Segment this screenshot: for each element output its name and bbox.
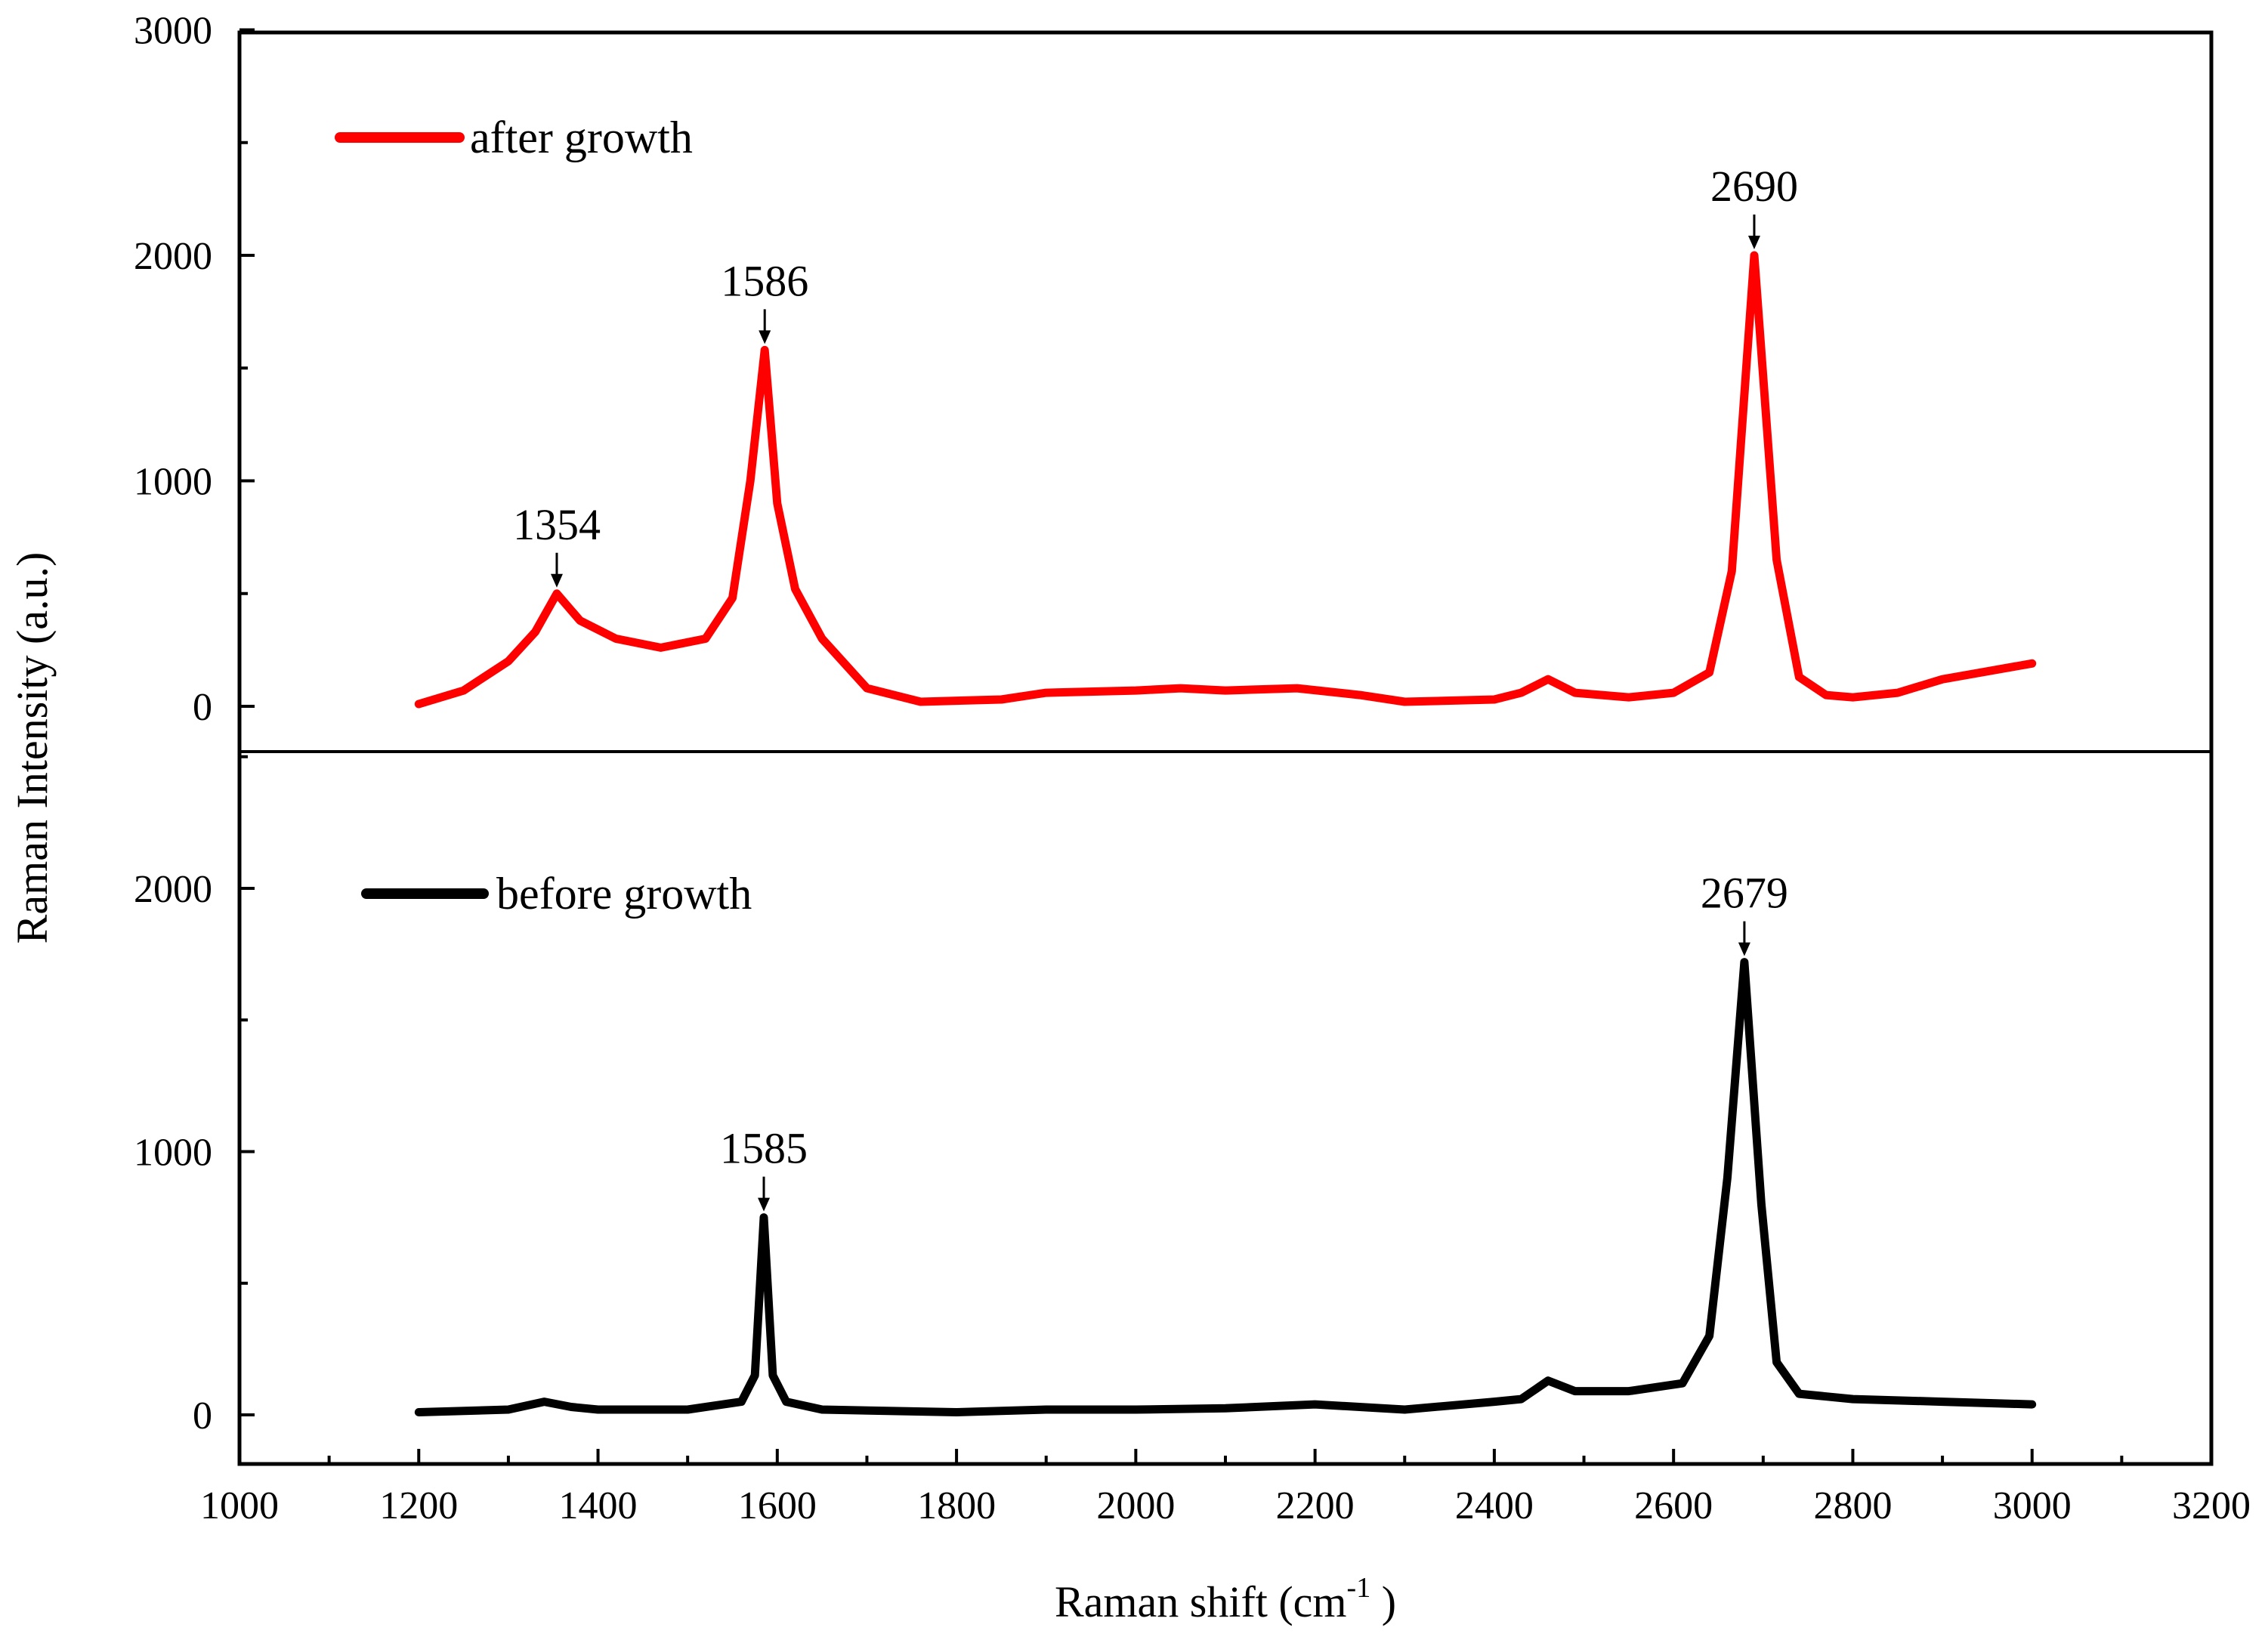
peak-arrow-head xyxy=(758,1197,771,1212)
x-tick-label: 1600 xyxy=(738,1484,817,1527)
peak-arrow-head xyxy=(1738,942,1750,956)
x-tick-label: 1000 xyxy=(200,1484,279,1527)
legend-after-growth: after growth xyxy=(335,113,693,162)
y-tick-label: 1000 xyxy=(134,1132,212,1175)
x-tick-label: 2600 xyxy=(1634,1484,1713,1527)
peak-arrow-head xyxy=(1747,236,1760,249)
x-tick-label: 2000 xyxy=(1096,1484,1175,1527)
y-tick-label: 1000 xyxy=(134,461,212,504)
peak-arrow-head xyxy=(759,330,771,344)
y-tick-label: 2000 xyxy=(134,868,212,911)
x-tick-label: 1200 xyxy=(379,1484,458,1527)
peak-arrow-head xyxy=(550,573,563,588)
peak-label-1585: 1585 xyxy=(720,1124,808,1173)
legend-before-growth: before growth xyxy=(361,869,752,919)
series-line-after-growth xyxy=(414,251,2037,709)
x-axis-label-superscript: -1 xyxy=(1347,1572,1371,1604)
y-axis-label: Raman Intensity (a.u.) xyxy=(8,552,57,944)
x-tick-label: 2400 xyxy=(1455,1484,1534,1527)
x-tick-label: 2200 xyxy=(1276,1484,1355,1527)
y-tick-label: 0 xyxy=(193,686,212,729)
y-tick-label: 0 xyxy=(193,1394,212,1438)
y-tick-label: 2000 xyxy=(134,235,212,278)
peak-label-1354: 1354 xyxy=(513,500,601,549)
legend-label-before-growth: before growth xyxy=(496,869,752,919)
plot-frame xyxy=(237,30,2214,1466)
x-tick-label: 3200 xyxy=(2172,1484,2251,1527)
peak-label-1586: 1586 xyxy=(721,256,808,305)
x-tick-label: 3000 xyxy=(1993,1484,2072,1527)
x-tick-label: 1400 xyxy=(559,1484,638,1527)
x-axis-label-suffix: ) xyxy=(1370,1577,1396,1626)
peak-label-2679: 2679 xyxy=(1701,869,1788,918)
x-axis-label: Raman shift (cm-1 ) xyxy=(1055,1572,1396,1626)
data-layer: 1354 1586 2690 1585 2679 xyxy=(414,162,2037,1416)
y-tick-label: 3000 xyxy=(134,10,212,53)
ticks-layer: 1000 1200 1400 1600 1800 2000 2200 2400 2600 2800… xyxy=(134,10,2251,1528)
legend-label-after-growth: after growth xyxy=(470,113,693,162)
peak-label-2690: 2690 xyxy=(1710,162,1798,211)
x-tick-label: 2800 xyxy=(1813,1484,1892,1527)
series-line-before-growth xyxy=(414,958,2037,1416)
x-tick-label: 1800 xyxy=(917,1484,996,1527)
x-axis-label-main: Raman shift (cm xyxy=(1055,1577,1347,1626)
